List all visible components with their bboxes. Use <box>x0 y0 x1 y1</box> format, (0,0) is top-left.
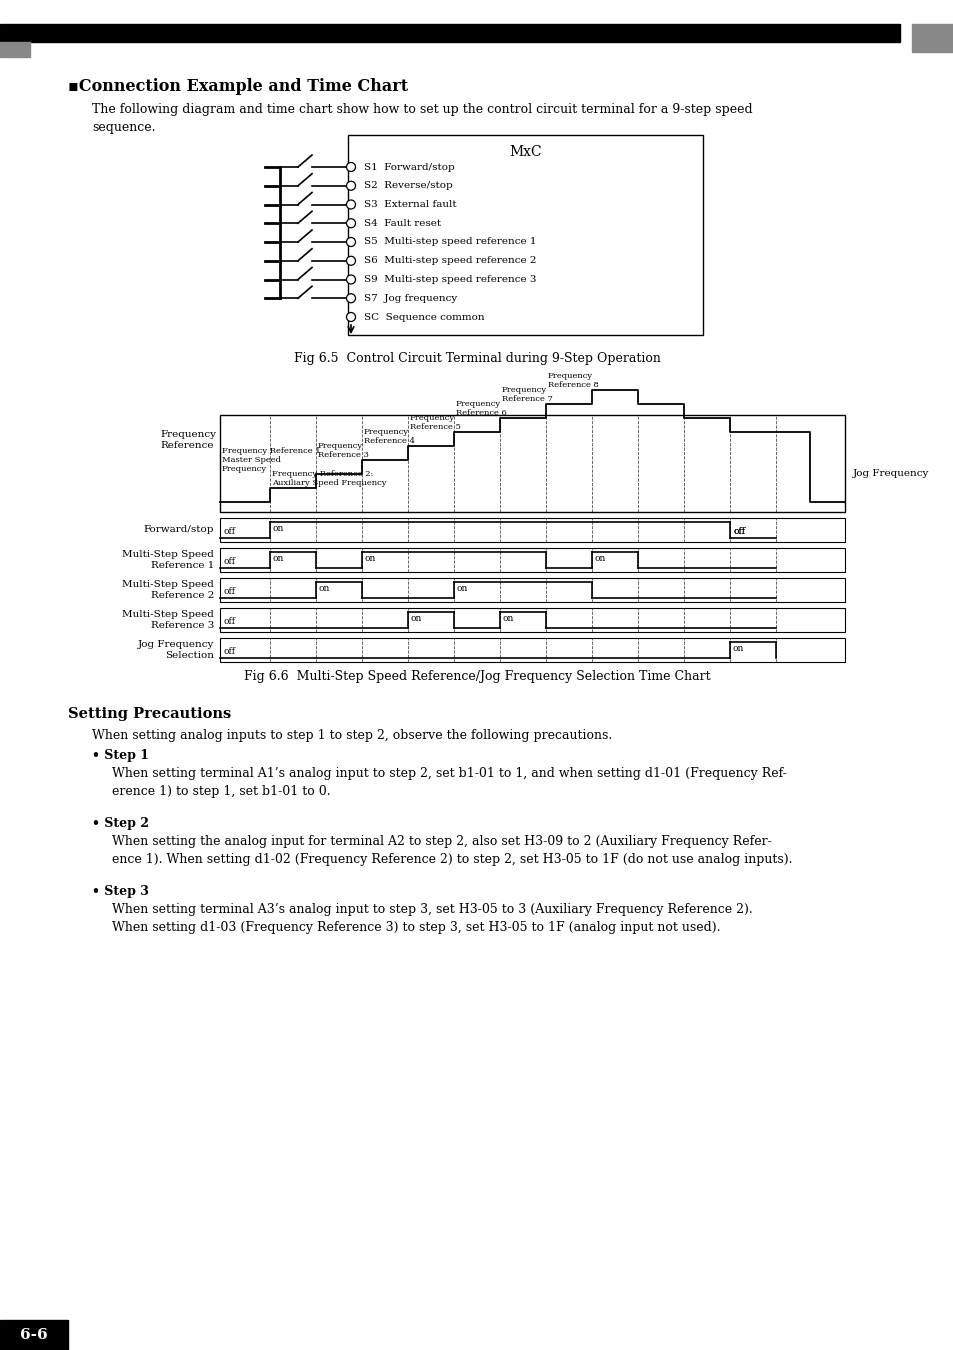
Text: MxC: MxC <box>509 144 541 159</box>
Text: off: off <box>224 558 235 566</box>
Text: S5  Multi-step speed reference 1: S5 Multi-step speed reference 1 <box>364 238 536 247</box>
Text: 6-6: 6-6 <box>20 1328 48 1342</box>
Text: on: on <box>318 585 330 593</box>
Text: When setting terminal A3’s analog input to step 3, set H3-05 to 3 (Auxiliary Fre: When setting terminal A3’s analog input … <box>112 903 752 934</box>
Text: Frequency
Reference 4: Frequency Reference 4 <box>364 428 415 446</box>
Text: ▪Connection Example and Time Chart: ▪Connection Example and Time Chart <box>68 78 408 94</box>
Text: S3  External fault: S3 External fault <box>364 200 456 209</box>
Circle shape <box>346 219 355 228</box>
Text: on: on <box>732 644 743 653</box>
Text: Frequency
Reference 7: Frequency Reference 7 <box>501 386 553 404</box>
Bar <box>220 548 844 572</box>
Text: off: off <box>224 587 235 595</box>
Text: When setting terminal A1’s analog input to step 2, set b1-01 to 1, and when sett: When setting terminal A1’s analog input … <box>112 767 786 798</box>
Text: Jog Frequency: Jog Frequency <box>852 470 928 478</box>
Text: Multi-Step Speed
Reference 3: Multi-Step Speed Reference 3 <box>122 610 213 629</box>
Text: Fig 6.6  Multi-Step Speed Reference/Jog Frequency Selection Time Chart: Fig 6.6 Multi-Step Speed Reference/Jog F… <box>243 670 710 683</box>
Text: Frequency
Reference 8: Frequency Reference 8 <box>547 371 598 389</box>
Text: S7  Jog frequency: S7 Jog frequency <box>364 294 456 302</box>
Text: Frequency
Reference 5: Frequency Reference 5 <box>410 414 460 431</box>
Text: • Step 3: • Step 3 <box>91 886 149 898</box>
Text: Frequency
Reference 3: Frequency Reference 3 <box>317 441 369 459</box>
Text: The following diagram and time chart show how to set up the control circuit term: The following diagram and time chart sho… <box>91 103 752 135</box>
Text: Setting Precautions: Setting Precautions <box>68 707 231 721</box>
Text: off: off <box>224 617 235 626</box>
Bar <box>0 42 30 57</box>
Bar <box>220 608 844 632</box>
Text: S2  Reverse/stop: S2 Reverse/stop <box>364 181 453 190</box>
Text: • Step 1: • Step 1 <box>91 749 149 761</box>
Bar <box>220 639 844 662</box>
Bar <box>0 24 899 42</box>
Bar <box>220 578 844 602</box>
Text: • Step 2: • Step 2 <box>91 817 149 830</box>
Circle shape <box>346 294 355 302</box>
Text: Frequency Reference 2:
Auxiliary Speed Frequency: Frequency Reference 2: Auxiliary Speed F… <box>272 470 386 487</box>
Text: on: on <box>273 554 284 563</box>
Text: off: off <box>224 647 235 656</box>
Bar <box>220 414 844 512</box>
Bar <box>0 1320 68 1350</box>
Text: S6  Multi-step speed reference 2: S6 Multi-step speed reference 2 <box>364 256 536 265</box>
Text: on: on <box>595 554 606 563</box>
Text: Multi-Step Speed
Reference 2: Multi-Step Speed Reference 2 <box>122 580 213 599</box>
Text: Frequency Reference 1
Master Speed
Frequency: Frequency Reference 1 Master Speed Frequ… <box>222 447 320 472</box>
Text: on: on <box>456 585 468 593</box>
Circle shape <box>346 312 355 321</box>
Text: on: on <box>365 554 376 563</box>
Text: SC  Sequence common: SC Sequence common <box>364 312 484 321</box>
Text: Jog Frequency
Selection: Jog Frequency Selection <box>137 640 213 660</box>
Text: on: on <box>411 614 422 622</box>
Circle shape <box>346 256 355 265</box>
Text: Multi-Step Speed
Reference 1: Multi-Step Speed Reference 1 <box>122 551 213 570</box>
Text: Forward/stop: Forward/stop <box>143 525 213 535</box>
Circle shape <box>346 181 355 190</box>
Text: Fig 6.5  Control Circuit Terminal during 9-Step Operation: Fig 6.5 Control Circuit Terminal during … <box>294 352 659 365</box>
Text: S4  Fault reset: S4 Fault reset <box>364 219 440 228</box>
Circle shape <box>346 162 355 171</box>
Text: S9  Multi-step speed reference 3: S9 Multi-step speed reference 3 <box>364 275 536 284</box>
Bar <box>348 135 702 335</box>
Text: When setting the analog input for terminal A2 to step 2, also set H3-09 to 2 (Au: When setting the analog input for termin… <box>112 836 792 865</box>
Circle shape <box>346 275 355 284</box>
Bar <box>911 24 953 53</box>
Text: When setting analog inputs to step 1 to step 2, observe the following precaution: When setting analog inputs to step 1 to … <box>91 729 612 742</box>
Text: off: off <box>733 526 745 536</box>
Text: off: off <box>733 526 745 536</box>
Text: off: off <box>224 526 235 536</box>
Text: on: on <box>502 614 514 622</box>
Text: S1  Forward/stop: S1 Forward/stop <box>364 162 455 171</box>
Circle shape <box>346 238 355 247</box>
Circle shape <box>346 200 355 209</box>
Text: Frequency
Reference: Frequency Reference <box>160 431 215 450</box>
Bar <box>220 518 844 541</box>
Text: on: on <box>273 524 284 533</box>
Text: Frequency
Reference 6: Frequency Reference 6 <box>456 400 506 417</box>
